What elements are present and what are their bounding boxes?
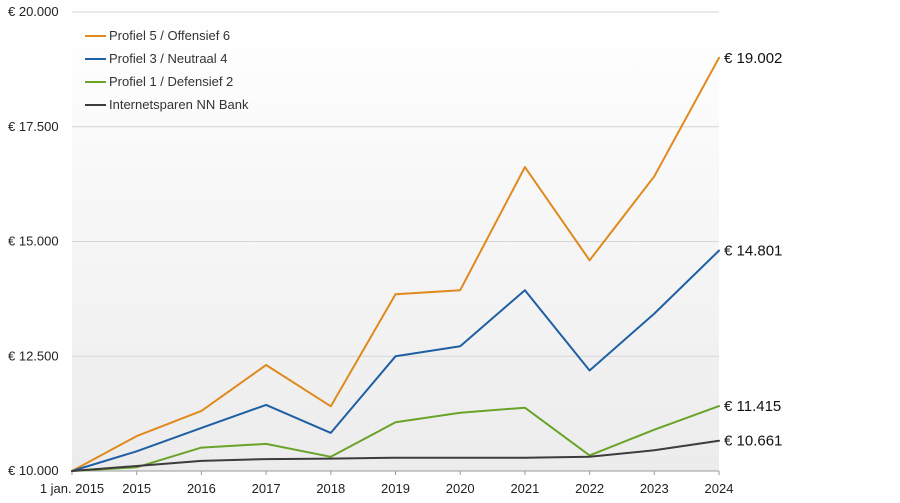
x-tick-label: 2019 [381, 481, 410, 496]
x-tick-label: 1 jan. 2015 [40, 481, 104, 496]
x-tick-label: 2016 [187, 481, 216, 496]
y-tick-label: € 20.000 [8, 4, 59, 19]
series-line [71, 249, 720, 472]
legend-label: Internetsparen NN Bank [109, 97, 249, 112]
x-tick-label: 2018 [316, 481, 345, 496]
x-tick-label: 2021 [510, 481, 539, 496]
legend-label: Profiel 1 / Defensief 2 [109, 74, 233, 89]
x-tick-label: 2015 [122, 481, 151, 496]
x-tick-label: 2024 [705, 481, 734, 496]
y-axis: € 10.000 € 12.500 € 15.000 € 17.500 € 20.000 [8, 4, 59, 478]
x-tick-label: 2022 [575, 481, 604, 496]
y-tick-label: € 10.000 [8, 463, 59, 478]
y-tick-label: € 12.500 [8, 348, 59, 363]
legend-label: Profiel 5 / Offensief 6 [109, 28, 230, 43]
x-axis: 1 jan. 2015 2015 2016 2017 2018 2019 2020 2021 2… [40, 471, 734, 496]
legend: Profiel 5 / Offensief 6 Profiel 3 / Neutr… [85, 28, 249, 112]
end-value-label: € 10.661 [724, 433, 782, 450]
end-labels: € 19.002 € 14.801 € 11.415 € 10.661 [724, 50, 782, 450]
end-value-label: € 14.801 [724, 243, 782, 260]
x-tick-label: 2017 [252, 481, 281, 496]
x-tick-label: 2020 [446, 481, 475, 496]
legend-label: Profiel 3 / Neutraal 4 [109, 51, 228, 66]
series-line [71, 439, 720, 472]
end-value-label: € 11.415 [724, 398, 781, 415]
series-line [71, 405, 720, 472]
x-tick-label: 2023 [640, 481, 669, 496]
y-tick-label: € 15.000 [8, 234, 59, 249]
end-value-label: € 19.002 [724, 50, 782, 67]
series-line [71, 56, 720, 472]
series-lines [71, 56, 720, 472]
y-tick-label: € 17.500 [8, 119, 59, 134]
